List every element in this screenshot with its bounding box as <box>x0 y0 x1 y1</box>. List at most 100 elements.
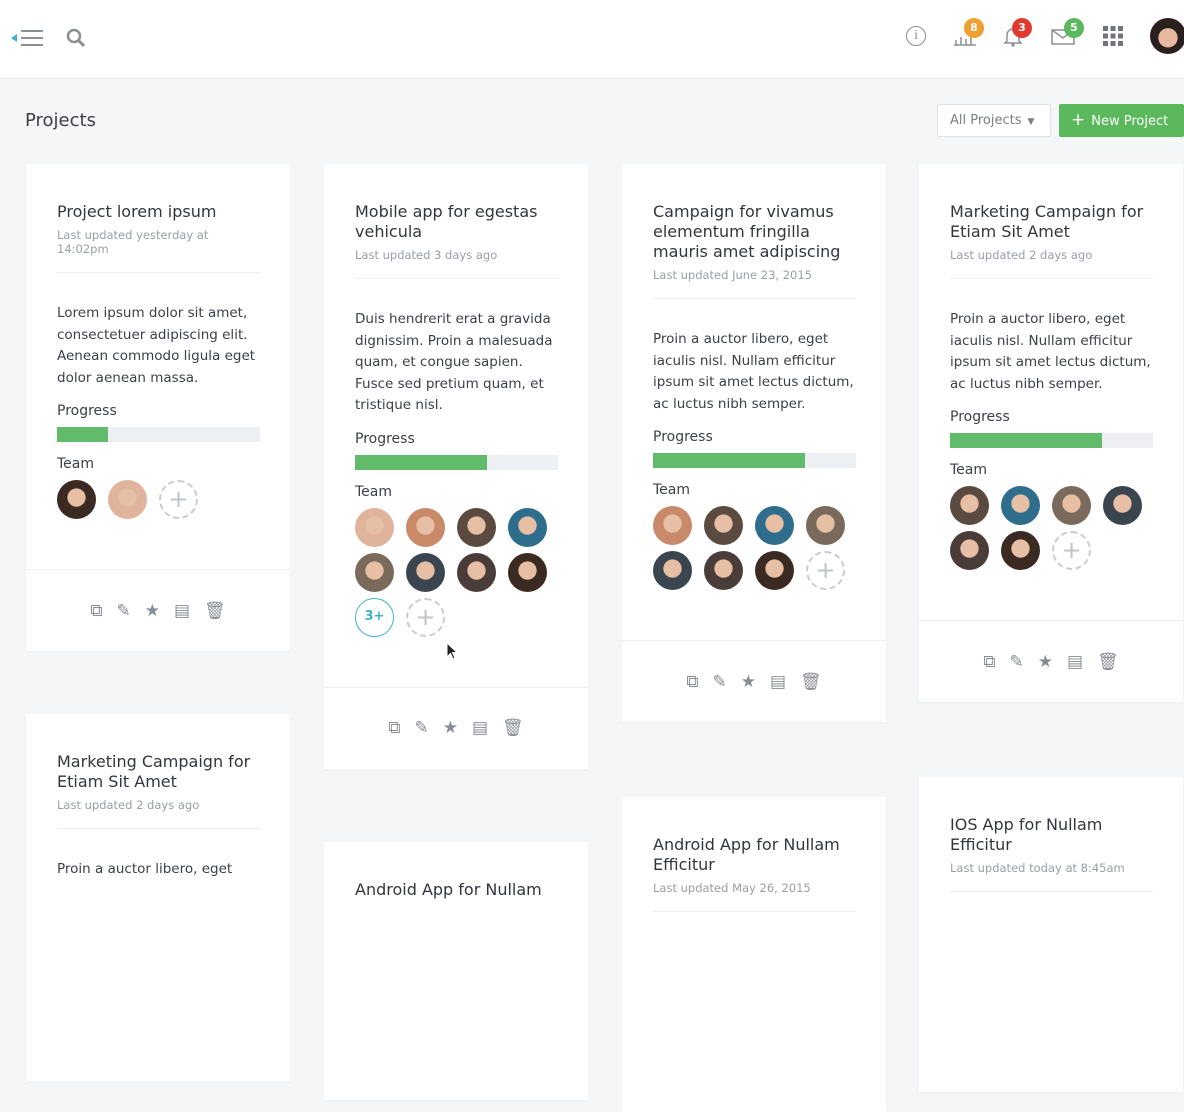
copy-icon[interactable]: ⧉ <box>388 718 401 738</box>
last-updated: Last updated 2 days ago <box>950 248 1153 279</box>
team-member-avatar[interactable] <box>704 551 743 590</box>
add-member-button[interactable]: + <box>406 597 445 637</box>
team-member-avatar[interactable] <box>806 506 845 545</box>
edit-icon[interactable]: ✎ <box>414 718 429 738</box>
team-member-avatar[interactable] <box>108 480 147 519</box>
progress-label: Progress <box>950 409 1010 425</box>
trash-icon[interactable]: 🗑︎ <box>502 718 524 738</box>
info-icon[interactable]: i <box>906 26 926 46</box>
edit-icon[interactable]: ✎ <box>712 671 727 692</box>
project-description: Proin a auctor libero, eget iaculis nisl… <box>653 331 854 412</box>
team-member-avatar[interactable] <box>1052 486 1091 525</box>
team-member-avatar[interactable] <box>755 506 794 545</box>
project-filter-dropdown[interactable]: All Projects ▼ <box>937 104 1051 137</box>
last-updated: Last updated May 26, 2015 <box>653 881 856 912</box>
team-list: + <box>57 480 267 519</box>
card-actions: ⧉ ✎ ★ ▤ 🗑︎ <box>324 686 588 769</box>
copy-icon[interactable]: ⧉ <box>686 671 699 692</box>
project-card: IOS App for Nullam Efficitur Last updated… <box>919 777 1183 1092</box>
team-member-avatar[interactable] <box>1001 486 1040 525</box>
user-avatar[interactable] <box>1150 18 1184 54</box>
progress-label: Progress <box>57 403 117 419</box>
plus-icon: + <box>1071 110 1086 130</box>
team-member-avatar[interactable] <box>508 552 547 592</box>
project-title[interactable]: Marketing Campaign for Etiam Sit Amet <box>57 752 251 791</box>
progress-fill <box>950 433 1103 448</box>
project-title[interactable]: Android App for Nullam Efficitur <box>653 835 840 874</box>
hamburger-icon[interactable] <box>21 29 43 47</box>
project-description: Proin a auctor libero, eget <box>57 861 233 877</box>
team-member-avatar[interactable] <box>1001 531 1040 570</box>
edit-icon[interactable]: ✎ <box>116 600 131 621</box>
team-member-avatar[interactable] <box>355 552 394 592</box>
progress-fill <box>355 454 487 470</box>
more-members-button[interactable]: 3+ <box>355 597 394 637</box>
project-title[interactable]: Android App for Nullam <box>355 880 542 899</box>
archive-icon[interactable]: ▤ <box>769 671 787 692</box>
progress-label: Progress <box>355 430 415 447</box>
new-project-button[interactable]: + New Project <box>1059 104 1184 137</box>
team-list: + <box>950 486 1160 570</box>
team-member-avatar[interactable] <box>406 552 445 592</box>
project-title[interactable]: Campaign for vivamus elementum fringilla… <box>653 202 841 261</box>
last-updated: Last updated yesterday at 14:02pm <box>57 228 260 273</box>
progress-bar <box>653 453 856 468</box>
team-member-avatar[interactable] <box>355 507 394 547</box>
team-member-avatar[interactable] <box>950 531 989 570</box>
team-member-avatar[interactable] <box>653 551 692 590</box>
team-member-avatar[interactable] <box>57 480 96 519</box>
trash-icon[interactable]: 🗑︎ <box>800 671 822 692</box>
project-title[interactable]: Marketing Campaign for Etiam Sit Amet <box>950 202 1144 241</box>
project-title[interactable]: Mobile app for egestas vehicula <box>355 202 538 241</box>
add-member-button[interactable]: + <box>806 551 845 590</box>
project-card: Marketing Campaign for Etiam Sit Amet Las… <box>919 164 1183 702</box>
team-member-avatar[interactable] <box>508 507 547 547</box>
edit-icon[interactable]: ✎ <box>1009 651 1024 672</box>
team-member-avatar[interactable] <box>457 552 496 592</box>
add-member-button[interactable]: + <box>1052 531 1091 570</box>
stats-icon[interactable] <box>954 30 976 46</box>
search-icon[interactable] <box>66 28 86 48</box>
copy-icon[interactable]: ⧉ <box>90 600 103 621</box>
apps-grid-icon[interactable] <box>1103 26 1123 46</box>
archive-icon[interactable]: ▤ <box>1066 651 1084 672</box>
archive-icon[interactable]: ▤ <box>173 600 191 621</box>
project-description: Proin a auctor libero, eget iaculis nisl… <box>950 311 1151 392</box>
team-member-avatar[interactable] <box>653 506 692 545</box>
project-card: Campaign for vivamus elementum fringilla… <box>622 164 886 722</box>
progress-fill <box>57 427 108 442</box>
caret-down-icon: ▼ <box>1027 117 1035 127</box>
last-updated: Last updated today at 8:45am <box>950 861 1153 892</box>
star-icon[interactable]: ★ <box>144 600 160 621</box>
team-label: Team <box>950 462 988 478</box>
trash-icon[interactable]: 🗑︎ <box>204 600 226 621</box>
project-description: Lorem ipsum dolor sit amet, consectetuer… <box>57 305 256 386</box>
alerts-badge: 3 <box>1012 18 1032 38</box>
team-member-avatar[interactable] <box>457 507 496 547</box>
team-member-avatar[interactable] <box>755 551 794 590</box>
team-label: Team <box>653 482 691 498</box>
last-updated: Last updated June 23, 2015 <box>653 268 856 299</box>
star-icon[interactable]: ★ <box>1037 651 1053 672</box>
team-member-avatar[interactable] <box>950 486 989 525</box>
trash-icon[interactable]: 🗑︎ <box>1097 651 1119 672</box>
filter-label: All Projects <box>950 113 1022 128</box>
new-project-label: New Project <box>1091 114 1169 129</box>
project-card: Android App for Nullam Efficitur Last upd… <box>622 797 886 1112</box>
team-label: Team <box>57 456 95 472</box>
star-icon[interactable]: ★ <box>442 718 458 738</box>
messages-badge: 5 <box>1064 18 1084 38</box>
project-title[interactable]: IOS App for Nullam Efficitur <box>950 815 1103 854</box>
project-title[interactable]: Project lorem ipsum <box>57 202 217 221</box>
add-member-button[interactable]: + <box>159 480 198 519</box>
team-member-avatar[interactable] <box>1103 486 1142 525</box>
mouse-cursor-icon <box>446 642 458 660</box>
archive-icon[interactable]: ▤ <box>471 718 489 738</box>
page-title: Projects <box>25 110 96 131</box>
last-updated: Last updated 2 days ago <box>57 798 260 829</box>
menu-toggle-icon[interactable] <box>11 34 17 42</box>
star-icon[interactable]: ★ <box>740 671 756 692</box>
copy-icon[interactable]: ⧉ <box>983 651 996 672</box>
team-member-avatar[interactable] <box>406 507 445 547</box>
team-member-avatar[interactable] <box>704 506 743 545</box>
